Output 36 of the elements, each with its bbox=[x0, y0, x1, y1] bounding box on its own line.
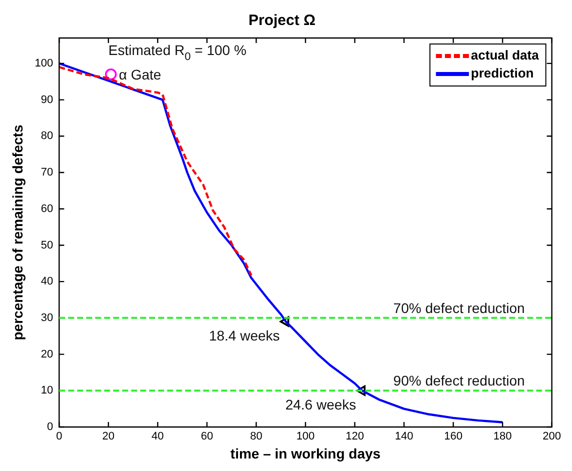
annotation: α Gate bbox=[118, 66, 162, 82]
x-tick-label: 120 bbox=[346, 430, 364, 443]
ref-line-label: 70% defect reduction bbox=[393, 300, 525, 316]
x-tick-label: 160 bbox=[444, 430, 462, 443]
y-axis-title: percentage of remaining defects bbox=[9, 124, 26, 340]
x-tick-label: 140 bbox=[394, 430, 414, 443]
x-tick-label: 100 bbox=[296, 430, 315, 443]
x-tick-label: 20 bbox=[102, 430, 115, 443]
point bbox=[356, 385, 366, 396]
y-tick-label: 70 bbox=[40, 166, 54, 179]
chart-title: Project Ω bbox=[248, 12, 316, 30]
legend-label: prediction bbox=[470, 66, 534, 81]
y-tick-label: 30 bbox=[40, 312, 54, 324]
y-tick-label: 50 bbox=[40, 239, 54, 252]
x-tick-label: 200 bbox=[542, 430, 562, 443]
x-tick-label: 80 bbox=[250, 430, 262, 443]
y-tick-label: 90 bbox=[40, 94, 54, 106]
x-tick-label: 180 bbox=[493, 430, 512, 443]
legend-label: actual data bbox=[470, 48, 540, 63]
y-tick-label: 20 bbox=[40, 348, 54, 360]
x-axis-title: time – in working days bbox=[230, 445, 381, 462]
point bbox=[280, 316, 290, 327]
x-tick-label: 60 bbox=[200, 430, 214, 443]
y-tick-label: 60 bbox=[40, 202, 54, 215]
annotation: 18.4 weeks bbox=[208, 328, 280, 344]
ref-line-label: 90% defect reduction bbox=[393, 372, 525, 389]
y-tick-label: 10 bbox=[40, 384, 54, 397]
annotation: 24.6 weeks bbox=[285, 396, 356, 413]
x-tick-label: 0 bbox=[56, 430, 62, 443]
y-tick-label: 100 bbox=[34, 57, 54, 70]
y-tick-label: 40 bbox=[40, 276, 54, 288]
y-tick-label: 0 bbox=[47, 421, 54, 434]
line-series bbox=[59, 66, 252, 276]
point bbox=[104, 68, 117, 80]
x-tick-label: 40 bbox=[152, 430, 164, 443]
y-tick-label: 80 bbox=[40, 130, 54, 142]
